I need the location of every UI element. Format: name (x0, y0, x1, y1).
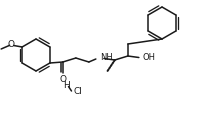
Text: Cl: Cl (74, 88, 83, 97)
Text: O: O (7, 40, 14, 49)
Text: H: H (63, 81, 69, 90)
Text: NH: NH (100, 53, 113, 62)
Text: O: O (59, 75, 66, 84)
Text: OH: OH (143, 53, 156, 62)
